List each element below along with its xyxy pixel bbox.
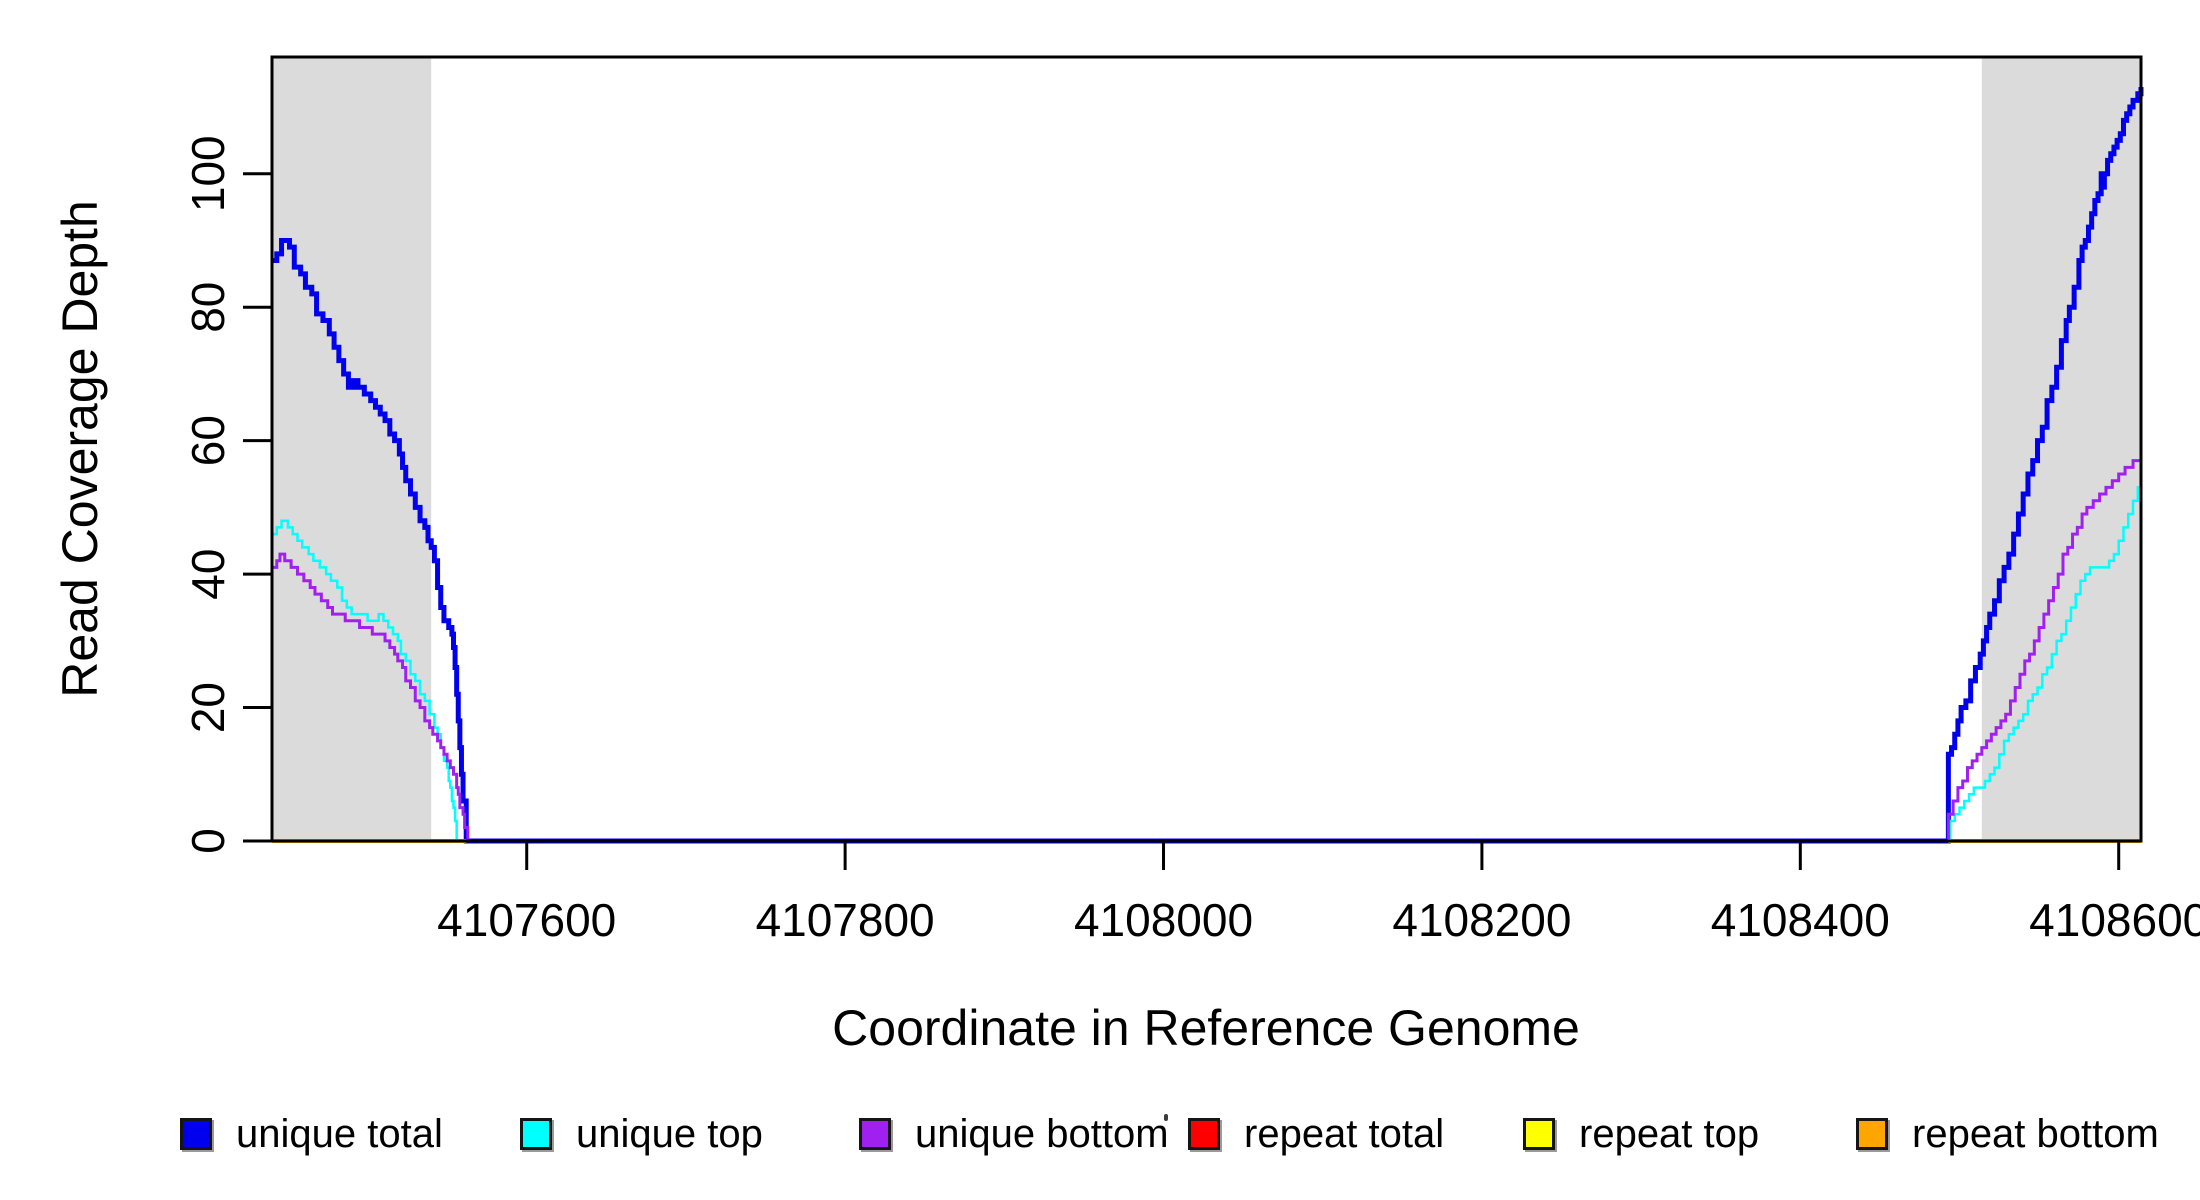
series-unique-total xyxy=(272,87,2144,844)
legend-label: repeat top xyxy=(1579,1112,1760,1156)
x-axis-title: Coordinate in Reference Genome xyxy=(832,1000,1580,1056)
legend-item-repeat-total: repeat total xyxy=(1188,1112,1445,1156)
legend-label: unique total xyxy=(236,1112,443,1156)
legend-label: repeat total xyxy=(1244,1112,1445,1156)
legend-label: repeat bottom xyxy=(1912,1112,2159,1156)
legend-swatch-unique-top xyxy=(520,1118,552,1150)
legend-item-unique-total: unique total xyxy=(180,1112,443,1156)
legend-item-repeat-bottom: repeat bottom xyxy=(1856,1112,2159,1156)
y-tick-label: 40 xyxy=(182,549,234,600)
x-tick-label: 4108600 xyxy=(2029,894,2200,946)
legend-label: unique bottom xyxy=(915,1112,1169,1156)
legend-item-unique-bottom: unique bottom xyxy=(859,1112,1169,1156)
legend-swatch-repeat-total xyxy=(1188,1118,1220,1150)
legend-swatch-repeat-top xyxy=(1523,1118,1555,1150)
legend-swatch-unique-bottom xyxy=(859,1118,891,1150)
y-tick-label: 0 xyxy=(182,828,234,854)
x-tick-label: 4108400 xyxy=(1711,894,1890,946)
y-tick-label: 80 xyxy=(182,282,234,333)
legend-label: unique top xyxy=(576,1112,763,1156)
repeat-region-shading xyxy=(1981,57,2141,841)
legend-item-repeat-top: repeat top xyxy=(1523,1112,1760,1156)
x-tick-label: 4107800 xyxy=(756,894,935,946)
repeat-region-shading xyxy=(272,57,432,841)
stray-dot-artifact xyxy=(1164,1114,1168,1121)
y-tick-label: 100 xyxy=(182,135,234,212)
y-tick-label: 60 xyxy=(182,415,234,466)
legend-swatch-unique-total xyxy=(180,1118,212,1150)
x-tick-label: 4107600 xyxy=(437,894,616,946)
series-unique-top xyxy=(272,480,2143,843)
legend-swatch-repeat-bottom xyxy=(1856,1118,1888,1150)
x-tick-label: 4108200 xyxy=(1392,894,1571,946)
legend-item-unique-top: unique top xyxy=(520,1112,763,1156)
plot-border xyxy=(270,55,2143,843)
y-axis-title: Read Coverage Depth xyxy=(52,200,108,698)
y-tick-label: 20 xyxy=(182,682,234,733)
x-tick-label: 4108000 xyxy=(1074,894,1253,946)
series-unique-bottom xyxy=(272,459,2141,843)
